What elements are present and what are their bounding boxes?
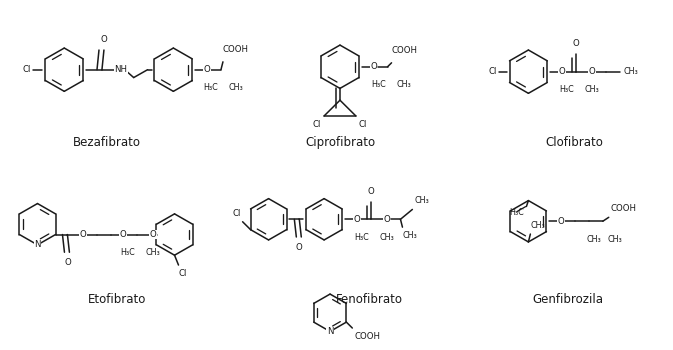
Text: CH₃: CH₃ [530, 221, 545, 230]
Text: Cl: Cl [232, 209, 241, 218]
Text: COOH: COOH [392, 46, 417, 55]
Text: O: O [64, 258, 71, 267]
Text: O: O [353, 215, 360, 224]
Text: Ciprofibrato: Ciprofibrato [305, 136, 375, 149]
Text: O: O [80, 230, 87, 239]
Text: CH₃: CH₃ [380, 233, 394, 242]
Text: O: O [383, 215, 390, 224]
Text: COOH: COOH [223, 45, 249, 54]
Text: N: N [327, 327, 333, 336]
Text: CH₃: CH₃ [229, 84, 244, 92]
Text: CH₃: CH₃ [402, 231, 417, 240]
Text: H₃C: H₃C [120, 248, 135, 257]
Text: CH₃: CH₃ [146, 248, 161, 257]
Text: COOH: COOH [610, 204, 637, 214]
Text: O: O [370, 62, 377, 71]
Text: H₃C: H₃C [354, 233, 369, 242]
Text: O: O [588, 67, 595, 76]
Text: NH: NH [114, 65, 127, 74]
Text: Clofibrato: Clofibrato [545, 136, 603, 149]
Text: CH₃: CH₃ [396, 79, 411, 89]
Text: CH₃: CH₃ [586, 235, 601, 244]
Text: Cl: Cl [178, 269, 187, 278]
Text: CH₃: CH₃ [415, 196, 429, 204]
Text: O: O [100, 35, 107, 44]
Text: Cl: Cl [313, 120, 321, 129]
Text: O: O [558, 217, 565, 226]
Text: CH₃: CH₃ [608, 235, 623, 244]
Text: H₃C: H₃C [371, 79, 386, 89]
Text: CH₃: CH₃ [624, 67, 639, 76]
Text: Bezafibrato: Bezafibrato [73, 136, 141, 149]
Text: Cl: Cl [22, 65, 30, 74]
Text: CH₃: CH₃ [585, 85, 600, 94]
Text: O: O [120, 230, 127, 239]
Text: O: O [559, 67, 565, 76]
Text: N: N [34, 240, 41, 249]
Text: H₃C: H₃C [509, 209, 524, 217]
Text: O: O [367, 187, 374, 196]
Text: Cl: Cl [489, 67, 497, 76]
Text: O: O [296, 243, 303, 252]
Text: O: O [573, 39, 579, 48]
Text: Genfibrozila: Genfibrozila [532, 293, 604, 306]
Text: Etofibrato: Etofibrato [87, 293, 146, 306]
Text: Cl: Cl [359, 120, 367, 129]
Text: Fenofibrato: Fenofibrato [336, 293, 403, 306]
Text: H₃C: H₃C [203, 84, 218, 92]
Text: O: O [204, 65, 211, 74]
Text: H₃C: H₃C [559, 85, 574, 94]
Text: COOH: COOH [354, 332, 380, 341]
Text: O: O [149, 230, 156, 239]
